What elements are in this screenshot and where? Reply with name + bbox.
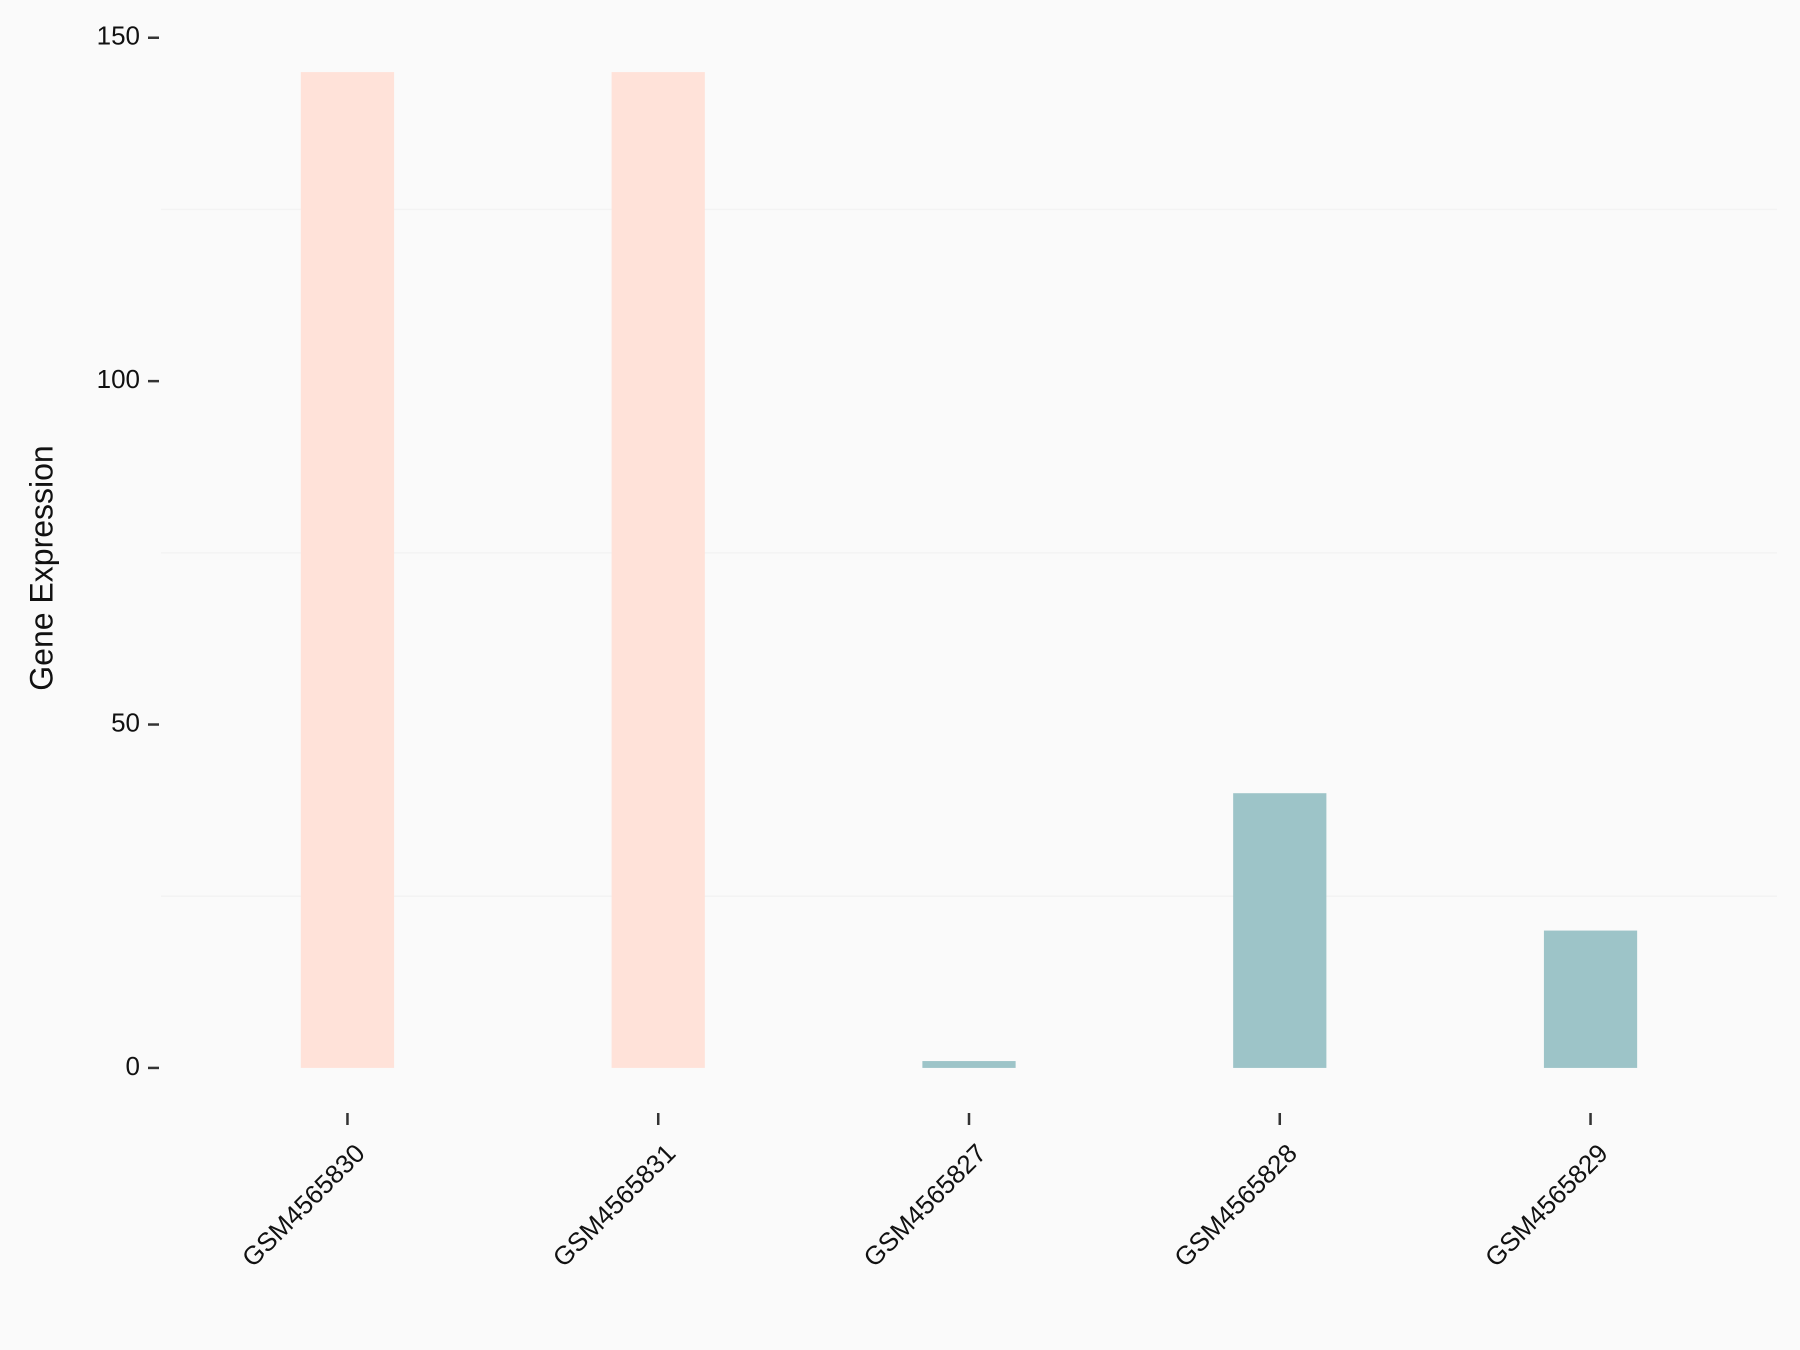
- y-tick-label: 0: [126, 1051, 140, 1081]
- y-axis-title: Gene Expression: [23, 445, 59, 690]
- y-tick-label: 100: [97, 364, 140, 394]
- bar: [1543, 930, 1638, 1068]
- bar: [611, 72, 705, 1068]
- bar: [1233, 793, 1327, 1068]
- y-tick-label: 50: [111, 707, 140, 737]
- y-tick-label: 150: [97, 21, 140, 51]
- bar: [922, 1061, 1016, 1068]
- bar: [300, 72, 395, 1068]
